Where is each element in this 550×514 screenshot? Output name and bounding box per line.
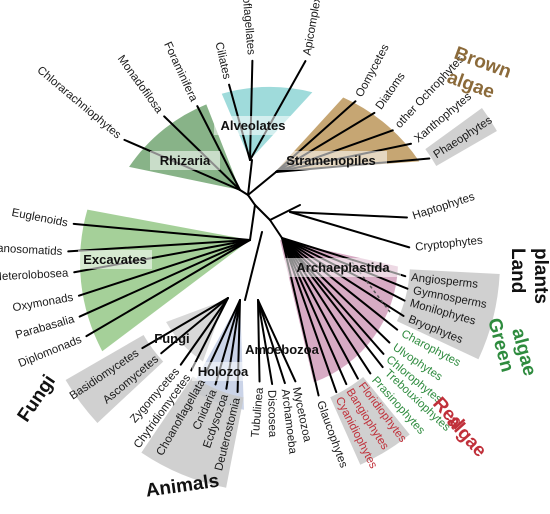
clade-label-rhizaria: Rhizaria: [160, 153, 211, 168]
leaf-label-dinoflagellates: Dinoflagellates: [238, 0, 257, 56]
branch-zygomycetes: [179, 297, 229, 366]
clade-label-fungi: Fungi: [154, 331, 189, 346]
leaf-label-haptophytes: Haptophytes: [411, 191, 476, 222]
clade-label-amoebozoa: Amoebozoa: [245, 342, 319, 357]
rhizaria-label-bg: [150, 151, 220, 170]
branch-foraminifera: [196, 105, 241, 191]
branch-chytridiomycetes: [190, 297, 229, 372]
group-label-land-plants-line2: plants: [530, 248, 550, 304]
group-label-fungi: Fungi: [14, 371, 60, 426]
branch-core-archaeplastida: [269, 219, 283, 239]
branch-diplomonads: [85, 239, 251, 338]
branch-oxymonads: [77, 239, 251, 297]
branch-cryptophytes: [289, 211, 411, 249]
branch-euglenoids: [72, 222, 251, 241]
wedge-fungi: [166, 300, 225, 362]
branch-core-haptophytes: [269, 204, 301, 221]
branch-core-excavates: [249, 204, 256, 241]
archaeplastida-label-bg: [285, 258, 401, 277]
clade-label-stramenopiles: Stramenopiles: [286, 153, 376, 168]
group-label-animals: Animals: [144, 471, 220, 502]
leaf-label-monadofilosa: Monadofilosa: [115, 53, 165, 116]
alveolates-label-bg: [214, 116, 292, 135]
branch-root-core: [254, 204, 271, 221]
leaf-labels: DinoflagellatesCiliatesApicomplexansOomy…: [0, 0, 495, 472]
clade-label-holozoa: Holozoa: [198, 364, 249, 379]
branch-mycetozoa: [257, 299, 297, 383]
leaf-label-heterolobosea: Heterolobosea: [0, 268, 69, 284]
group-label-land-plants-line1: Land: [507, 248, 528, 293]
excavates-label-bg: [78, 250, 152, 269]
leaf-label-trypanosomatids: Trypanosomatids: [0, 242, 63, 259]
leaf-label-euglenoids: Euglenoids: [11, 207, 69, 230]
dashed-connector: [351, 261, 391, 313]
leaf-label-discosea: Discosea: [265, 390, 278, 438]
leaf-label-diatoms: Diatoms: [374, 70, 408, 112]
branch-top-stramenopiles: [247, 171, 277, 196]
branch-top-alveolates: [247, 159, 253, 196]
branch-tubulinea: [257, 299, 261, 383]
branch-chlorophytes: [281, 237, 385, 355]
leaf-label-other-ochrophytes: other Ochrophytes: [393, 53, 466, 131]
bar-phaeophytes: [425, 108, 497, 166]
clade-labels: Alveolates Stramenopiles Rhizaria Excava…: [78, 116, 401, 381]
clade-label-alveolates: Alveolates: [220, 118, 285, 133]
wedge-holozoa: [190, 300, 244, 410]
leaf-label-cryptophytes: Cryptophytes: [415, 235, 484, 254]
leaf-label-chlorarachniophytes: Chlorarachniophytes: [35, 64, 124, 141]
branch-dinoflagellates: [249, 59, 254, 161]
bar-fungi: [65, 335, 164, 423]
branch-charophytes: [281, 237, 399, 331]
branch-ascomycetes: [160, 297, 229, 355]
clade-label-archaeplastida: Archaeplastida: [296, 260, 390, 275]
bar-red-algae: [330, 377, 410, 465]
branch-root-top: [247, 194, 256, 206]
leaf-label-tubulinea: Tubulinea: [250, 386, 266, 438]
branch-apicomplexans: [249, 60, 307, 161]
branch-archamoeba: [257, 299, 286, 385]
bar-land-plants: [396, 269, 500, 360]
branch-top-rhizaria: [239, 189, 249, 196]
branch-haptophytes: [289, 211, 408, 219]
branch-ulvophytes: [281, 237, 391, 344]
leaf-label-diplomonads: Diplomonads: [17, 334, 84, 370]
clade-label-excavates: Excavates: [83, 252, 147, 267]
branch-parabasalia: [78, 239, 251, 318]
stramenopiles-label-bg: [275, 151, 387, 170]
branch-trypanosomatids: [67, 239, 251, 253]
leaf-label-apicomplexans: Apicomplexans: [302, 0, 327, 56]
holozoa-label-bg: [192, 362, 254, 381]
leaf-label-ciliates: Ciliates: [212, 41, 232, 81]
bar-animals: [141, 376, 244, 488]
leaf-label-foraminifera: Foraminifera: [161, 40, 199, 104]
group-bars: [65, 108, 500, 488]
leaf-label-parabasalia: Parabasalia: [14, 313, 76, 341]
branch-discosea: [257, 299, 274, 385]
branch-core-unikonts: [244, 231, 263, 301]
leaf-label-oxymonads: Oxymonads: [12, 292, 75, 315]
branch-basidiomycetes: [141, 297, 229, 350]
